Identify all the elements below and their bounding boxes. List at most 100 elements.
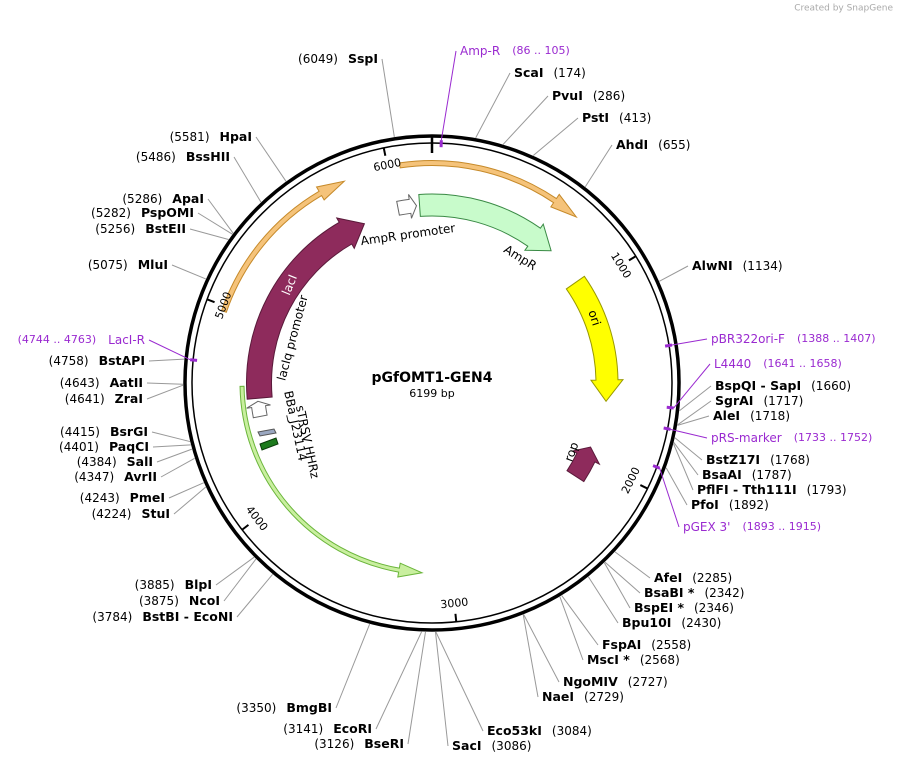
leader-line xyxy=(375,631,423,730)
site-position: (3784) xyxy=(92,610,132,624)
ruler-tick xyxy=(241,524,250,531)
site-label: (4347) AvrII xyxy=(74,469,157,484)
site-label: Bpu10I (2430) xyxy=(622,615,721,630)
leader-line xyxy=(435,631,484,732)
leader-line xyxy=(381,58,395,137)
site-position: (1134) xyxy=(743,259,783,273)
site-position: (2342) xyxy=(704,586,744,600)
leader-line xyxy=(189,228,229,240)
feature-arc xyxy=(246,400,271,419)
site-name: BstAPI xyxy=(99,353,145,368)
primer-name: pRS-marker xyxy=(711,431,782,445)
primer-label: (4744 .. 4763) LacI-R xyxy=(18,333,145,347)
site-label: (6049) SspI xyxy=(298,51,378,66)
leader-line xyxy=(160,457,195,478)
leader-line xyxy=(532,117,579,156)
site-name: BsaAI xyxy=(702,467,742,482)
leader-line xyxy=(659,467,680,528)
site-label: (3126) BseRI xyxy=(314,736,404,751)
primer-label: Amp-R (86 .. 105) xyxy=(460,44,570,58)
feature-arc xyxy=(418,193,552,252)
site-position: (5286) xyxy=(122,192,162,206)
site-label: NgoMIV (2727) xyxy=(563,674,668,689)
site-name: PstI xyxy=(582,110,609,125)
feature-label: ori xyxy=(585,308,603,327)
primer-range: (86 .. 105) xyxy=(512,44,570,57)
feature-arc xyxy=(566,446,601,483)
site-name: BstBI - EcoNI xyxy=(142,609,233,624)
leader-line xyxy=(587,576,619,624)
leader-line xyxy=(146,382,184,385)
site-label: (5286) ApaI xyxy=(122,191,204,206)
leader-line xyxy=(215,556,255,586)
site-label: BspEI * (2346) xyxy=(634,600,734,615)
site-position: (5282) xyxy=(91,206,131,220)
site-position: (5075) xyxy=(88,258,128,272)
site-position: (1892) xyxy=(729,498,769,512)
ruler-label: 4000 xyxy=(243,503,270,533)
primer-mark xyxy=(652,464,661,470)
site-label: AfeI (2285) xyxy=(654,570,732,585)
credit: Created by SnapGene xyxy=(794,4,893,14)
site-position: (4758) xyxy=(49,354,89,368)
leader-line xyxy=(434,631,449,747)
site-label: ScaI (174) xyxy=(514,65,586,80)
primer-name: L4440 xyxy=(714,357,751,371)
site-position: (4224) xyxy=(92,507,132,521)
site-position: (1793) xyxy=(807,483,847,497)
site-name: BstEII xyxy=(145,221,186,236)
site-name: BsrGI xyxy=(110,424,148,439)
site-position: (4401) xyxy=(59,440,99,454)
feature-arc xyxy=(239,385,424,578)
primer-name: pGEX 3' xyxy=(683,520,730,534)
leader-line xyxy=(665,467,688,506)
site-name: HpaI xyxy=(220,129,253,144)
primer-range: (4744 .. 4763) xyxy=(18,333,97,346)
site-position: (4384) xyxy=(77,455,117,469)
site-name: BmgBI xyxy=(286,700,332,715)
site-label: BsaAI (1787) xyxy=(702,467,792,482)
ruler-tick xyxy=(382,147,387,156)
site-position: (174) xyxy=(554,66,586,80)
site-position: (4641) xyxy=(65,392,105,406)
site-label: SacI (3086) xyxy=(452,738,531,753)
primer-mark xyxy=(664,343,673,348)
leader-line xyxy=(173,486,207,515)
leader-line xyxy=(659,265,689,282)
leader-line xyxy=(673,363,711,409)
plasmid-size: 6199 bp xyxy=(409,387,454,400)
ruler-label: 6000 xyxy=(372,156,402,174)
feature-arc xyxy=(396,194,418,219)
leader-line xyxy=(152,444,191,448)
site-position: (5486) xyxy=(136,150,176,164)
site-name: AleI xyxy=(713,408,740,423)
leader-line xyxy=(677,400,712,426)
leader-line xyxy=(523,614,560,683)
site-name: BsaBI * xyxy=(644,585,695,600)
site-name: AvrII xyxy=(124,469,157,484)
site-label: (4243) PmeI xyxy=(80,490,165,505)
site-name: BlpI xyxy=(185,577,212,592)
site-name: NgoMIV xyxy=(563,674,618,689)
primer-name: pBR322ori-F xyxy=(711,332,785,346)
site-position: (1718) xyxy=(750,409,790,423)
ruler-label: 2000 xyxy=(619,465,643,496)
leader-line xyxy=(207,198,234,234)
ruler-tick xyxy=(454,613,458,622)
ruler-label: 5000 xyxy=(212,290,234,321)
primer-label: L4440 (1641 .. 1658) xyxy=(714,357,842,371)
feature-arc xyxy=(398,160,578,219)
site-label: (4384) SalI xyxy=(77,454,153,469)
site-name: AlwNI xyxy=(692,258,733,273)
leader-line xyxy=(146,384,184,400)
site-position: (655) xyxy=(658,138,690,152)
leader-line xyxy=(670,428,708,439)
site-name: ApaI xyxy=(172,191,204,206)
ruler-label: 1000 xyxy=(608,250,634,281)
primer-mark xyxy=(189,358,198,362)
leader-line xyxy=(559,596,584,661)
ruler-tick xyxy=(206,298,215,304)
leader-line xyxy=(335,623,371,709)
site-position: (3126) xyxy=(314,737,354,751)
site-name: NcoI xyxy=(189,593,220,608)
